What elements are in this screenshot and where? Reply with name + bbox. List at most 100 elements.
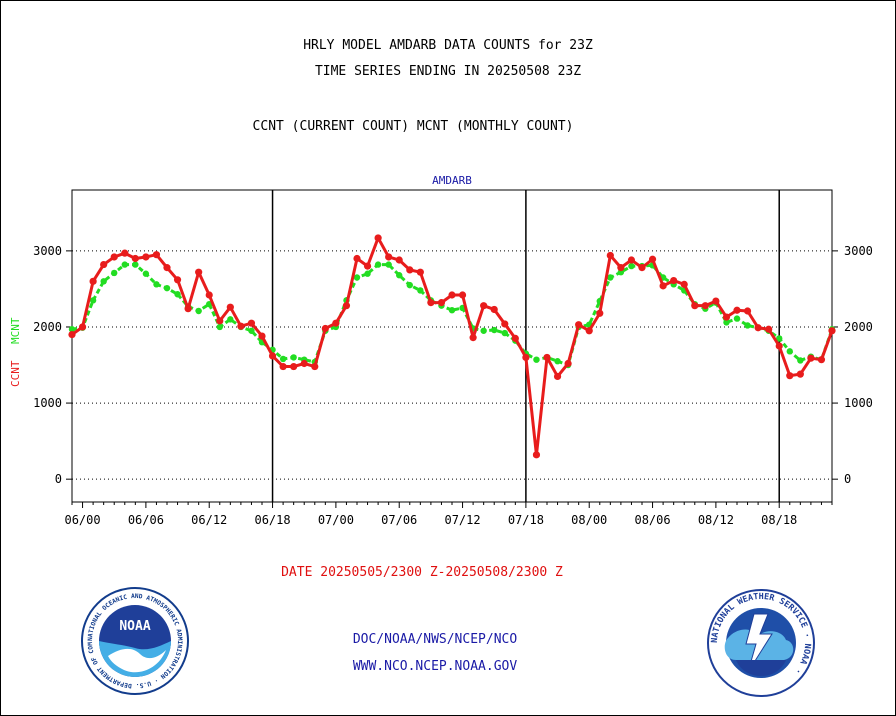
data-point-mcnt xyxy=(290,354,297,361)
data-point-ccnt xyxy=(332,319,340,327)
x-tick-label: 08/06 xyxy=(634,513,670,527)
series-group xyxy=(68,234,836,459)
data-point-ccnt xyxy=(152,251,161,259)
data-point-ccnt xyxy=(627,256,636,264)
data-point-ccnt xyxy=(543,353,551,362)
y-tick-label-right: 2000 xyxy=(844,320,873,334)
data-point-mcnt xyxy=(248,327,255,334)
data-point-ccnt xyxy=(638,264,646,272)
data-point-ccnt xyxy=(131,254,139,263)
y-tick-label: 1000 xyxy=(33,396,62,410)
data-point-mcnt xyxy=(385,261,392,268)
data-point-ccnt xyxy=(374,234,382,242)
data-point-ccnt xyxy=(828,327,836,335)
x-tick-label: 08/18 xyxy=(761,513,797,527)
y-tick-label-right: 1000 xyxy=(844,396,873,410)
data-point-ccnt xyxy=(110,253,118,261)
data-point-mcnt xyxy=(68,326,76,333)
data-point-ccnt xyxy=(279,362,287,371)
x-tick-label: 06/00 xyxy=(64,513,100,527)
x-tick-label: 06/18 xyxy=(254,513,290,527)
data-point-mcnt xyxy=(374,261,382,268)
data-point-ccnt xyxy=(363,262,372,270)
data-point-ccnt xyxy=(395,256,403,264)
y-tick-label-right: 3000 xyxy=(844,244,873,258)
data-point-ccnt xyxy=(268,352,277,360)
data-point-ccnt xyxy=(458,291,467,299)
data-point-mcnt xyxy=(797,357,804,364)
grid xyxy=(72,190,832,502)
data-point-mcnt xyxy=(279,355,287,363)
data-point-ccnt xyxy=(511,334,519,342)
x-tick-label: 08/12 xyxy=(698,513,734,527)
data-point-mcnt xyxy=(533,356,540,363)
data-point-mcnt xyxy=(396,272,403,279)
data-point-ccnt xyxy=(184,305,192,313)
data-point-ccnt xyxy=(701,302,709,310)
data-point-mcnt xyxy=(142,270,150,277)
data-point-mcnt xyxy=(628,262,635,270)
data-point-mcnt xyxy=(353,274,361,281)
data-point-ccnt xyxy=(575,321,583,329)
x-tick-label: 06/12 xyxy=(191,513,227,527)
data-point-mcnt xyxy=(491,326,498,334)
data-point-mcnt xyxy=(417,287,424,294)
data-point-mcnt xyxy=(501,329,508,337)
data-point-ccnt xyxy=(311,362,319,371)
data-point-ccnt xyxy=(385,253,393,261)
data-point-ccnt xyxy=(807,354,815,362)
data-point-ccnt xyxy=(121,249,129,257)
plot-title: AMDARB xyxy=(432,174,472,187)
data-point-ccnt xyxy=(416,268,424,276)
chart-title-line2: TIME SERIES ENDING IN 20250508 23Z xyxy=(314,64,582,79)
data-point-ccnt xyxy=(469,334,477,342)
data-point-mcnt xyxy=(448,307,456,314)
data-point-ccnt xyxy=(670,276,678,285)
x-tick-label: 07/00 xyxy=(318,513,354,527)
data-point-ccnt xyxy=(300,359,308,368)
data-point-ccnt xyxy=(722,313,731,321)
data-point-mcnt xyxy=(195,307,202,315)
data-point-ccnt xyxy=(342,302,351,310)
data-point-ccnt xyxy=(173,276,182,284)
chart-title-line1: HRLY MODEL AMDARB DATA COUNTS for 23Z xyxy=(303,38,593,53)
data-point-mcnt xyxy=(733,315,741,322)
data-point-ccnt xyxy=(216,317,224,325)
series-line-mcnt xyxy=(71,263,834,367)
data-point-ccnt xyxy=(532,451,541,459)
data-point-ccnt xyxy=(448,291,456,299)
org-label: DOC/NOAA/NWS/NCEP/NCO xyxy=(352,632,518,647)
data-point-mcnt xyxy=(174,291,181,298)
data-point-ccnt xyxy=(691,302,699,310)
data-point-mcnt xyxy=(744,322,751,329)
data-point-ccnt xyxy=(406,266,414,274)
data-point-ccnt xyxy=(226,303,234,311)
noaa-logo-text: NOAA xyxy=(119,619,150,634)
data-point-ccnt xyxy=(237,322,245,330)
y-tick-label: 0 xyxy=(55,472,62,486)
data-point-mcnt xyxy=(364,270,371,277)
y-tick-label-right: 0 xyxy=(844,472,851,486)
data-point-mcnt xyxy=(153,281,160,288)
x-tick-label: 07/06 xyxy=(381,513,417,527)
data-point-mcnt xyxy=(163,284,171,292)
data-point-ccnt xyxy=(247,319,256,327)
date-range-label: DATE 20250505/2300 Z-20250508/2300 Z xyxy=(281,565,563,580)
data-point-ccnt xyxy=(290,362,298,371)
data-point-ccnt xyxy=(353,254,361,263)
data-point-mcnt xyxy=(216,323,223,331)
x-tick-label: 06/06 xyxy=(128,513,164,527)
data-point-ccnt xyxy=(617,264,625,272)
data-point-ccnt xyxy=(321,324,329,333)
data-point-ccnt xyxy=(89,277,97,285)
data-point-ccnt xyxy=(775,342,783,350)
data-point-mcnt xyxy=(100,278,107,285)
data-point-ccnt xyxy=(490,305,498,314)
data-point-ccnt xyxy=(195,268,203,276)
data-point-ccnt xyxy=(754,324,762,332)
data-point-ccnt xyxy=(585,327,593,335)
data-point-mcnt xyxy=(227,316,234,323)
y-tick-label: 3000 xyxy=(33,244,62,258)
data-point-mcnt xyxy=(89,297,97,304)
